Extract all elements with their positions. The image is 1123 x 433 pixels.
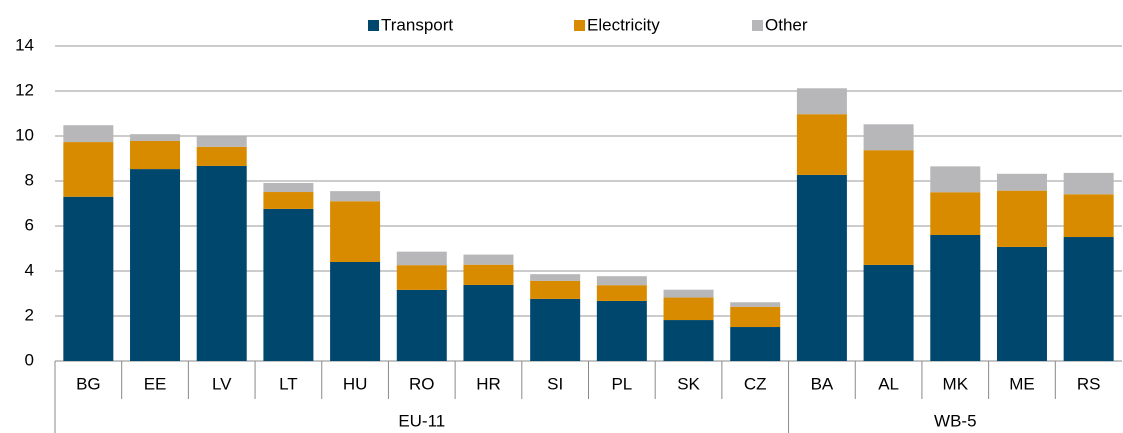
bar-segment xyxy=(996,190,1047,247)
bar-segment xyxy=(330,201,381,262)
bar-segment xyxy=(863,264,914,361)
bar-segment xyxy=(530,298,581,361)
legend-swatch xyxy=(368,20,379,31)
x-tick-label: HU xyxy=(343,374,368,393)
bar-segment xyxy=(930,166,981,193)
bar-segment xyxy=(796,88,847,115)
y-tick-label: 0 xyxy=(25,350,34,369)
bar-segment xyxy=(596,300,647,361)
y-tick-label: 8 xyxy=(25,170,34,189)
x-tick-label: BA xyxy=(811,374,834,393)
x-tick-label: SI xyxy=(547,374,563,393)
x-tick-label: CZ xyxy=(744,374,767,393)
bar-segment xyxy=(1063,237,1114,361)
bar-segment xyxy=(796,114,847,175)
group-label: EU-11 xyxy=(398,411,445,430)
bar-segment xyxy=(396,289,447,361)
x-tick-label: AL xyxy=(878,374,899,393)
bar-segment xyxy=(196,146,247,166)
bar-segment xyxy=(663,320,714,361)
bar-segment xyxy=(730,302,781,307)
bar-segment xyxy=(1063,194,1114,238)
bar-segment xyxy=(730,327,781,361)
bar-segment xyxy=(396,251,447,266)
y-tick-label: 12 xyxy=(15,80,34,99)
bar-segment xyxy=(1063,172,1114,195)
bar-segment xyxy=(130,134,181,141)
bar-segment xyxy=(530,280,581,299)
bar-segment xyxy=(596,276,647,286)
bar-segment xyxy=(330,191,381,202)
bar-segment xyxy=(930,235,981,361)
bar-segment xyxy=(930,192,981,235)
bar-segment xyxy=(863,124,914,151)
bar-segment xyxy=(130,140,181,170)
bar-segment xyxy=(596,285,647,301)
y-tick-label: 4 xyxy=(25,260,34,279)
bar-segment xyxy=(63,125,114,143)
group-label: WB-5 xyxy=(934,411,977,430)
bar-segment xyxy=(996,246,1047,361)
bar-segment xyxy=(63,196,114,361)
bar-segment xyxy=(730,306,781,328)
bar-segment xyxy=(663,289,714,298)
y-tick-label: 10 xyxy=(15,125,34,144)
bar-segment xyxy=(63,142,114,197)
bar-segment xyxy=(463,264,514,285)
bar-segment xyxy=(463,254,514,265)
bar-segment xyxy=(863,150,914,265)
x-tick-label: ME xyxy=(1009,374,1035,393)
bar-segment xyxy=(196,165,247,361)
x-tick-label: LT xyxy=(279,374,298,393)
x-tick-label: LV xyxy=(212,374,232,393)
x-tick-label: RS xyxy=(1077,374,1101,393)
x-tick-label: MK xyxy=(943,374,969,393)
x-tick-label: BG xyxy=(76,374,101,393)
bar-segment xyxy=(996,173,1047,191)
x-tick-label: PL xyxy=(611,374,632,393)
bar-segment xyxy=(196,136,247,147)
x-tick-label: EE xyxy=(144,374,167,393)
bar-segment xyxy=(530,274,581,281)
legend-label: Transport xyxy=(381,15,453,34)
legend-swatch xyxy=(752,20,763,31)
bar-segment xyxy=(396,265,447,290)
y-tick-label: 6 xyxy=(25,215,34,234)
bar-segment xyxy=(796,174,847,361)
legend-label: Electricity xyxy=(587,15,660,34)
bar-segment xyxy=(463,284,514,361)
x-tick-label: HR xyxy=(476,374,501,393)
bar-segment xyxy=(263,192,314,209)
bar-segment xyxy=(263,208,314,361)
bar-segment xyxy=(263,183,314,193)
legend-swatch xyxy=(574,20,585,31)
bar-segment xyxy=(663,297,714,321)
bar-segment xyxy=(130,169,181,361)
y-tick-label: 2 xyxy=(25,305,34,324)
x-tick-label: RO xyxy=(409,374,435,393)
legend-label: Other xyxy=(765,15,808,34)
y-tick-label: 14 xyxy=(15,35,34,54)
x-tick-label: SK xyxy=(677,374,700,393)
bar-segment xyxy=(330,262,381,361)
